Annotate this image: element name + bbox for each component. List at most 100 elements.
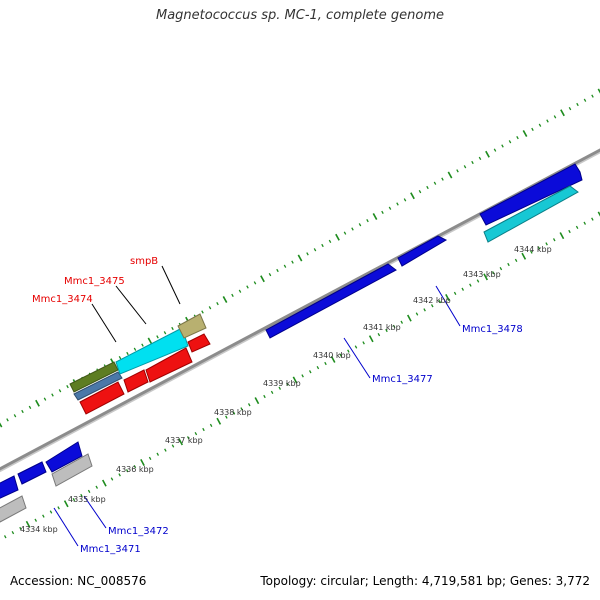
ruler-tick	[372, 213, 378, 220]
ruler-tick	[400, 320, 404, 324]
ruler-tick	[343, 231, 347, 235]
ruler-tick	[321, 243, 324, 248]
ruler-tick	[516, 136, 519, 140]
ruler-tick	[485, 150, 490, 158]
ruler-tick	[471, 160, 474, 165]
ruler-tick	[469, 283, 472, 287]
ruler-tick	[3, 535, 7, 539]
kbp-label: 4340 kbp	[313, 351, 351, 360]
ruler-tick	[247, 403, 251, 407]
ruler-tick	[491, 271, 495, 275]
gene-label-smpB: smpB	[130, 256, 158, 267]
ruler-tick	[335, 233, 340, 241]
ruler-tick	[530, 250, 533, 254]
ruler-tick	[42, 514, 45, 518]
gene-arrow-blue[interactable]	[17, 461, 47, 485]
ruler-tick	[202, 427, 205, 432]
ruler-tick	[433, 181, 437, 185]
gene-arrow-blue[interactable]	[265, 263, 397, 339]
gene-arrow-red[interactable]	[187, 333, 211, 353]
ruler-tick	[194, 431, 198, 436]
ruler-tick	[95, 485, 99, 489]
kbp-label: 4341 kbp	[363, 323, 401, 332]
gene-arrow-red[interactable]	[123, 369, 149, 393]
gene-arrow-blue[interactable]	[0, 475, 19, 500]
gene-label-mmc1-3478: Mmc1_3478	[462, 324, 523, 335]
ruler-tick	[268, 272, 272, 277]
ruler-tick	[171, 326, 174, 331]
ruler-tick	[521, 252, 527, 260]
ruler-tick	[72, 497, 76, 502]
ruler-tick	[87, 489, 91, 494]
ruler-tick	[126, 351, 129, 356]
ruler-tick	[358, 223, 362, 227]
accession-text: Accession: NC_008576	[10, 574, 147, 588]
ruler-tick	[270, 390, 274, 395]
ruler-tick	[164, 448, 167, 452]
ruler-tick	[385, 328, 388, 333]
gene-block-khaki[interactable]	[177, 313, 207, 339]
kbp-label: 4342 kbp	[413, 296, 451, 305]
ruler-tick	[377, 332, 381, 337]
ruler-tick	[148, 456, 152, 461]
ruler-tick	[0, 422, 3, 428]
ruler-tick	[522, 130, 528, 137]
gene-block-cyan[interactable]	[115, 327, 189, 375]
gene-arrow-blue[interactable]	[397, 235, 448, 267]
ruler-tick	[463, 165, 467, 169]
ruler-tick	[362, 341, 365, 345]
ruler-tick	[453, 291, 457, 296]
ruler-tick	[208, 306, 212, 310]
ruler-tick	[140, 459, 145, 466]
ruler-tick	[216, 302, 219, 306]
ruler-tick	[324, 361, 327, 366]
kbp-label: 4338 kbp	[214, 408, 252, 417]
ruler-tick	[246, 285, 249, 289]
gene-block-grey[interactable]	[51, 453, 93, 487]
gene-label-mmc1-3475: Mmc1_3475	[64, 276, 125, 287]
gene-block-cyan[interactable]	[483, 185, 579, 243]
ruler-tick	[6, 418, 9, 422]
gene-block-olive[interactable]	[69, 361, 119, 393]
ruler-tick	[396, 202, 399, 206]
ruler-tick	[583, 98, 587, 102]
lower-tick-ruler	[3, 211, 600, 539]
ruler-tick	[545, 242, 548, 246]
gene-block-blue[interactable]	[479, 163, 583, 226]
ruler-tick	[118, 473, 121, 477]
ruler-tick	[499, 266, 503, 271]
ruler-tick	[388, 206, 392, 210]
gene-arrow-red[interactable]	[79, 381, 125, 415]
ruler-tick	[102, 479, 107, 487]
ruler-tick	[232, 411, 236, 415]
ruler-tick	[430, 304, 434, 308]
ruler-tick	[254, 397, 260, 405]
gene-arrow-red[interactable]	[145, 347, 193, 383]
ruler-tick	[225, 415, 228, 419]
ruler-tick	[438, 299, 442, 304]
ruler-tick	[447, 171, 453, 179]
ruler-tick	[58, 389, 62, 393]
ruler-tick	[418, 189, 422, 194]
label-leaders	[53, 265, 461, 547]
ruler-tick	[49, 510, 53, 514]
ruler-tick	[118, 355, 122, 360]
ruler-tick	[381, 210, 384, 214]
ruler-tick	[559, 232, 565, 240]
ruler-tick	[330, 355, 336, 363]
gene-label-mmc1-3474: Mmc1_3474	[32, 294, 93, 305]
ruler-tick	[339, 353, 343, 357]
gene-arrow-blue[interactable]	[45, 441, 83, 473]
ruler-tick	[591, 217, 594, 221]
kbp-label: 4344 kbp	[514, 245, 552, 254]
ruler-tick	[133, 347, 137, 351]
gene-block-grey[interactable]	[0, 495, 27, 523]
ruler-tick	[141, 343, 144, 347]
ruler-tick	[286, 382, 289, 386]
ruler-tick	[347, 349, 350, 353]
ruler-tick	[25, 520, 31, 528]
ruler-tick	[80, 493, 83, 498]
gene-block-steel[interactable]	[73, 371, 123, 401]
ruler-tick	[240, 407, 243, 411]
